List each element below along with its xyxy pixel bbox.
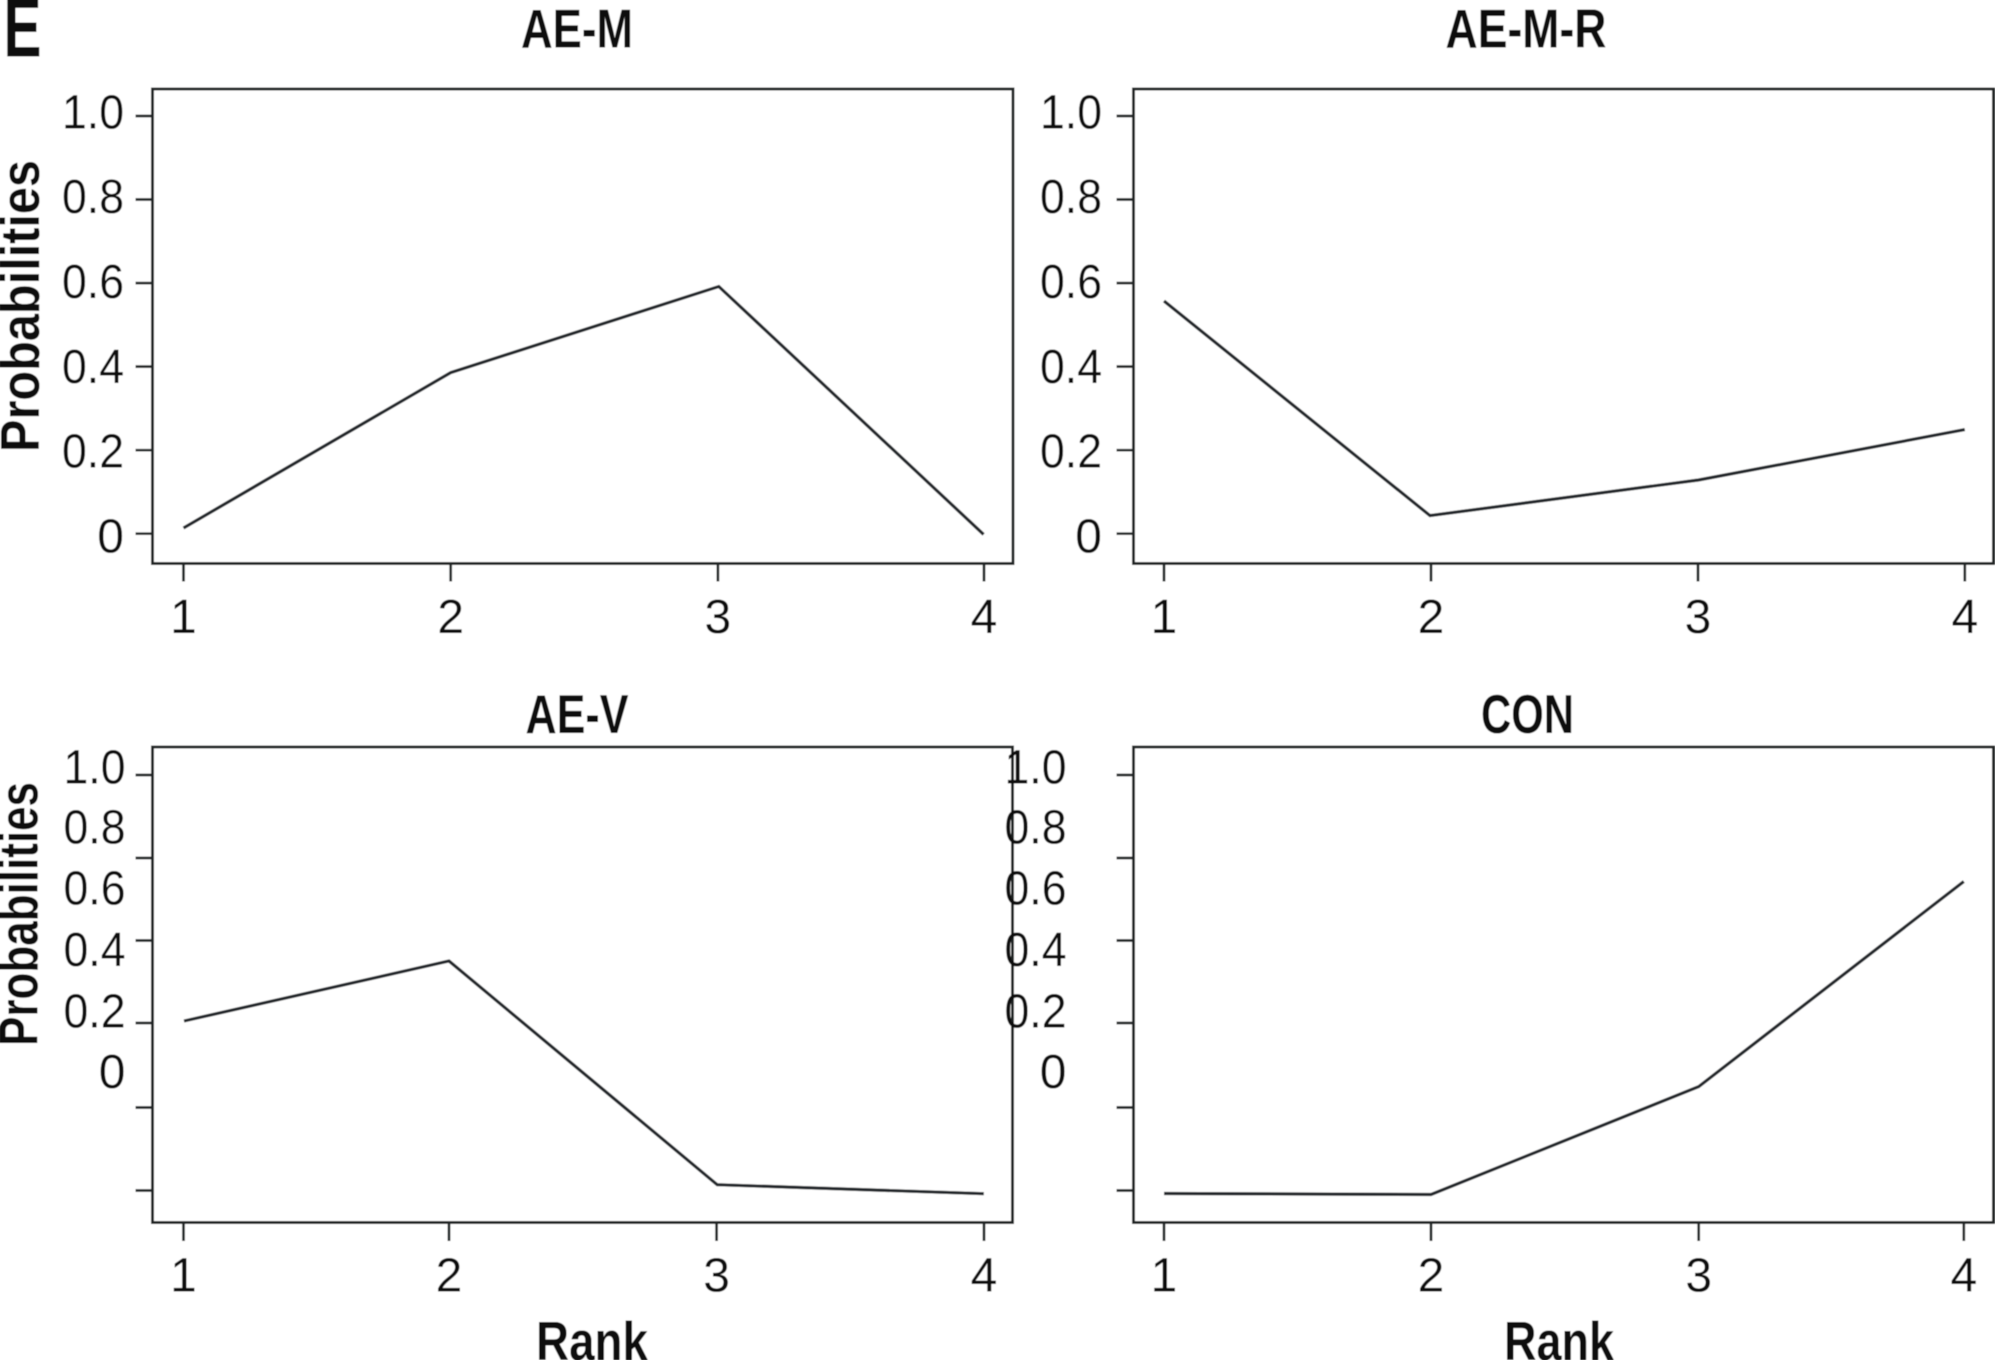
svg-text:0: 0 — [99, 1046, 126, 1099]
svg-text:0.4: 0.4 — [64, 924, 126, 977]
svg-text:0.4: 0.4 — [1005, 924, 1067, 977]
svg-text:4: 4 — [1950, 1250, 1977, 1303]
svg-text:CON: CON — [1481, 683, 1574, 745]
svg-text:0.6: 0.6 — [64, 862, 126, 915]
svg-text:Rank: Rank — [1504, 1310, 1614, 1360]
svg-text:1.0: 1.0 — [1005, 741, 1067, 794]
svg-text:0.8: 0.8 — [1040, 171, 1102, 224]
svg-text:0.2: 0.2 — [62, 426, 124, 479]
svg-text:0.6: 0.6 — [1040, 256, 1102, 309]
svg-text:4: 4 — [1951, 591, 1978, 644]
svg-text:0.6: 0.6 — [62, 256, 124, 309]
svg-text:0.8: 0.8 — [64, 801, 126, 854]
svg-text:0: 0 — [1040, 1046, 1067, 1099]
svg-text:1.0: 1.0 — [1040, 86, 1102, 139]
svg-text:0.4: 0.4 — [1040, 341, 1102, 394]
svg-text:0.2: 0.2 — [64, 985, 126, 1038]
svg-text:3: 3 — [703, 1250, 730, 1303]
svg-text:2: 2 — [1418, 591, 1445, 644]
svg-text:1.0: 1.0 — [64, 741, 126, 794]
svg-text:1.0: 1.0 — [62, 86, 124, 139]
svg-text:0.8: 0.8 — [1005, 801, 1067, 854]
svg-text:E: E — [4, 0, 42, 75]
svg-text:1: 1 — [170, 591, 197, 644]
svg-text:3: 3 — [705, 591, 732, 644]
svg-text:1: 1 — [1151, 1250, 1178, 1303]
svg-text:2: 2 — [437, 591, 464, 644]
svg-text:4: 4 — [971, 1250, 998, 1303]
svg-text:4: 4 — [971, 591, 998, 644]
svg-text:0.2: 0.2 — [1005, 985, 1067, 1038]
svg-text:0.6: 0.6 — [1005, 862, 1067, 915]
svg-text:2: 2 — [1418, 1250, 1445, 1303]
svg-text:2: 2 — [436, 1250, 463, 1303]
svg-text:1: 1 — [170, 1250, 197, 1303]
svg-text:0: 0 — [1075, 510, 1102, 563]
svg-text:Probabilities: Probabilities — [0, 782, 50, 1046]
svg-text:Probabilities: Probabilities — [0, 160, 51, 452]
svg-text:AE-V: AE-V — [526, 683, 629, 745]
svg-text:Rank: Rank — [536, 1310, 648, 1360]
svg-text:0.8: 0.8 — [62, 171, 124, 224]
svg-text:AE-M-R: AE-M-R — [1446, 0, 1607, 60]
svg-text:0: 0 — [97, 510, 124, 563]
svg-text:1: 1 — [1151, 591, 1178, 644]
svg-text:0.2: 0.2 — [1040, 426, 1102, 479]
svg-text:0.4: 0.4 — [62, 341, 124, 394]
svg-text:AE-M: AE-M — [521, 0, 633, 60]
svg-text:3: 3 — [1685, 591, 1712, 644]
svg-text:3: 3 — [1685, 1250, 1712, 1303]
